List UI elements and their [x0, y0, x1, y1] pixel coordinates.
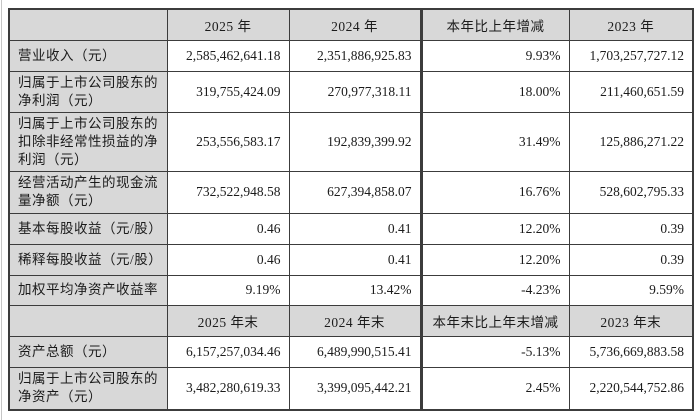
cell-change: -4.23% [419, 274, 570, 306]
cell-2025: 0.46 [166, 243, 290, 276]
table-row-weighted-roe: 加权平均净资产收益率 9.19% 13.42% -4.23% 9.59% [8, 274, 694, 306]
row-label: 基本每股收益（元/股） [8, 212, 168, 245]
table-row-total-assets: 资产总额（元） 6,157,257,034.46 6,489,990,515.4… [8, 335, 694, 368]
cell-2023: 5,736,669,883.58 [568, 335, 694, 368]
row-label: 营业收入（元） [8, 39, 168, 72]
cell-2024: 627,394,858.07 [288, 170, 422, 214]
table-row-deducted-net-profit: 归属于上市公司股东的扣除非经常性损益的净利润（元） 253,556,583.17… [8, 111, 694, 172]
cell-2023: 528,602,795.33 [568, 170, 694, 214]
cell-2025: 0.46 [166, 212, 290, 245]
header-row-annual: 2025 年 2024 年 本年比上年增减 2023 年 [8, 8, 694, 41]
cell-change: 9.93% [419, 39, 570, 72]
cell-change: 12.20% [419, 212, 570, 245]
header-cell-2024-end: 2024 年末 [288, 304, 422, 337]
cell-2024: 3,399,095,442.21 [288, 366, 422, 411]
cell-2025: 2,585,462,641.18 [166, 39, 290, 72]
cell-2023: 0.39 [568, 212, 694, 245]
cell-2023: 1,703,257,727.12 [568, 39, 694, 72]
cell-2024: 0.41 [288, 212, 422, 245]
table-row-net-assets: 归属于上市公司股东的净资产（元） 3,482,280,619.33 3,399,… [8, 366, 694, 411]
cell-2025: 9.19% [166, 274, 290, 306]
cell-2024: 2,351,886,925.83 [288, 39, 422, 72]
cell-change: -5.13% [419, 335, 570, 368]
cell-2023: 0.39 [568, 243, 694, 276]
header-row-year-end: 2025 年末 2024 年末 本年末比上年末增减 2023 年末 [8, 304, 694, 337]
table-row-operating-cash-flow: 经营活动产生的现金流量净额（元） 732,522,948.58 627,394,… [8, 170, 694, 214]
row-label: 归属于上市公司股东的扣除非经常性损益的净利润（元） [8, 111, 168, 172]
cell-2025: 6,157,257,034.46 [166, 335, 290, 368]
row-label: 资产总额（元） [8, 335, 168, 368]
cell-change: 31.49% [419, 111, 570, 172]
scan-edge-line [1, 0, 2, 420]
row-label: 加权平均净资产收益率 [8, 274, 168, 306]
cell-change: 18.00% [419, 70, 570, 113]
cell-2024: 13.42% [288, 274, 422, 306]
header-cell-2024: 2024 年 [288, 8, 422, 41]
cell-2023: 9.59% [568, 274, 694, 306]
cell-2023: 211,460,651.59 [568, 70, 694, 113]
header-cell-blank [8, 304, 168, 337]
cell-2025: 3,482,280,619.33 [166, 366, 290, 411]
header-cell-blank [8, 8, 168, 41]
cell-change: 12.20% [419, 243, 570, 276]
row-label: 稀释每股收益（元/股） [8, 243, 168, 276]
cell-2025: 253,556,583.17 [166, 111, 290, 172]
header-cell-2025: 2025 年 [166, 8, 290, 41]
table-row-revenue: 营业收入（元） 2,585,462,641.18 2,351,886,925.8… [8, 39, 694, 72]
table-row-basic-eps: 基本每股收益（元/股） 0.46 0.41 12.20% 0.39 [8, 212, 694, 245]
header-cell-2025-end: 2025 年末 [166, 304, 290, 337]
cell-2024: 6,489,990,515.41 [288, 335, 422, 368]
header-cell-2023: 2023 年 [568, 8, 694, 41]
row-label: 归属于上市公司股东的净利润（元） [8, 70, 168, 113]
cell-2025: 732,522,948.58 [166, 170, 290, 214]
table-row-diluted-eps: 稀释每股收益（元/股） 0.46 0.41 12.20% 0.39 [8, 243, 694, 276]
header-cell-change: 本年比上年增减 [419, 8, 570, 41]
cell-2024: 192,839,399.92 [288, 111, 422, 172]
table-row-net-profit: 归属于上市公司股东的净利润（元） 319,755,424.09 270,977,… [8, 70, 694, 113]
cell-2024: 270,977,318.11 [288, 70, 422, 113]
cell-2023: 125,886,271.22 [568, 111, 694, 172]
header-cell-2023-end: 2023 年末 [568, 304, 694, 337]
cell-2024: 0.41 [288, 243, 422, 276]
cell-2023: 2,220,544,752.86 [568, 366, 694, 411]
cell-change: 16.76% [419, 170, 570, 214]
header-cell-end-change: 本年末比上年末增减 [419, 304, 570, 337]
row-label: 归属于上市公司股东的净资产（元） [8, 366, 168, 411]
cell-change: 2.45% [419, 366, 570, 411]
cell-2025: 319,755,424.09 [166, 70, 290, 113]
financial-summary-table: 2025 年 2024 年 本年比上年增减 2023 年 营业收入（元） 2,5… [8, 8, 694, 411]
row-label: 经营活动产生的现金流量净额（元） [8, 170, 168, 214]
